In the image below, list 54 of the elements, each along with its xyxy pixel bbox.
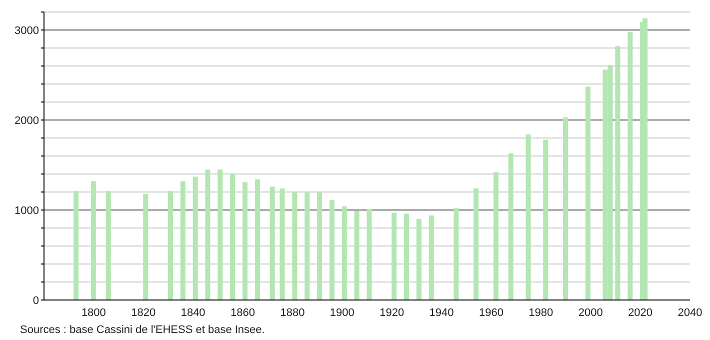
x-tick-label: 1840 — [180, 306, 206, 319]
x-tick-label: 1820 — [131, 306, 156, 319]
bar — [74, 191, 79, 300]
bar — [329, 200, 334, 300]
bar — [526, 134, 531, 300]
x-tick-label: 1880 — [280, 306, 305, 319]
bar — [508, 153, 514, 300]
y-tick-label: 0 — [32, 294, 39, 307]
x-tick-label: 2000 — [578, 306, 603, 319]
bar — [642, 18, 648, 300]
bar — [270, 186, 275, 300]
bar — [143, 194, 148, 300]
bar — [342, 206, 347, 300]
bar — [218, 170, 223, 300]
bar — [168, 191, 173, 300]
bar — [493, 172, 498, 300]
bar — [254, 179, 260, 300]
y-tick-label: 3000 — [14, 24, 39, 37]
bar — [366, 209, 372, 300]
x-tick-label: 1960 — [478, 306, 504, 319]
bar — [585, 86, 590, 300]
bar — [280, 188, 285, 300]
source-note: Sources : base Cassini de l'EHESS et base Insee. — [20, 324, 266, 336]
bar — [242, 182, 248, 300]
bar — [563, 117, 568, 300]
y-tick-label: 1000 — [14, 204, 39, 217]
x-tick-label: 1800 — [81, 306, 106, 319]
x-tick-label: 2020 — [628, 306, 653, 319]
bar — [180, 181, 186, 300]
x-tick-label: 1860 — [230, 306, 256, 319]
bar — [192, 176, 198, 300]
bar — [404, 214, 410, 300]
bar — [416, 219, 422, 300]
bar — [392, 212, 397, 300]
y-tick-label: 2000 — [14, 114, 39, 127]
x-tick-label: 1980 — [528, 306, 554, 319]
bar — [474, 188, 479, 300]
x-tick-label: 1940 — [429, 306, 454, 319]
bar — [428, 215, 434, 300]
bar — [354, 210, 360, 300]
x-tick-label: 1900 — [330, 306, 354, 319]
x-tick-label: 1920 — [380, 306, 404, 319]
bar — [615, 46, 620, 300]
bar — [454, 208, 459, 300]
bar — [543, 140, 548, 300]
bar — [106, 191, 111, 300]
bar — [304, 192, 310, 300]
bar — [292, 192, 298, 300]
bar — [90, 181, 96, 300]
bar — [317, 192, 322, 300]
bar — [205, 170, 210, 300]
bar — [628, 32, 633, 300]
bar — [230, 174, 236, 300]
x-tick-label: 2040 — [678, 306, 702, 319]
